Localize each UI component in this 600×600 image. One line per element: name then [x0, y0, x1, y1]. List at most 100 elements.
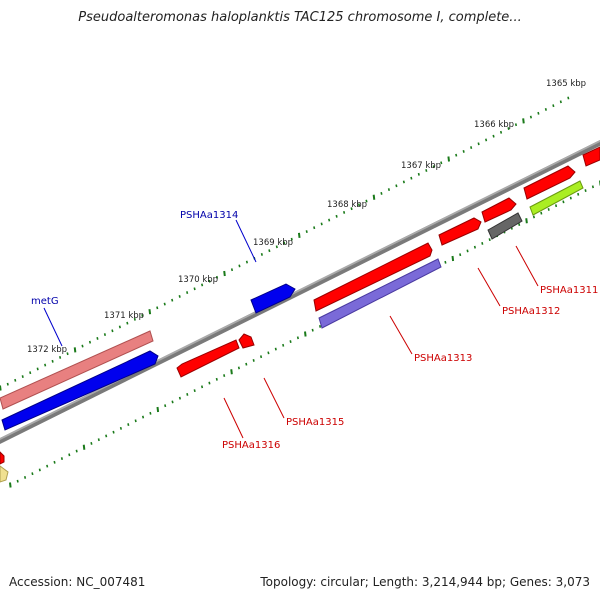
gene-label-PSHAa1316: PSHAa1316: [222, 440, 280, 451]
label-line-PSHAa1316: [223, 397, 244, 439]
minor-tick: [200, 385, 204, 389]
minor-tick: [75, 449, 78, 453]
minor-tick: [268, 249, 271, 253]
minor-tick: [462, 149, 465, 153]
minor-tick: [562, 200, 565, 204]
minor-tick: [186, 392, 189, 396]
minor-tick: [97, 438, 100, 442]
minor-tick: [402, 180, 405, 184]
minor-tick: [417, 172, 420, 176]
minor-tick: [36, 367, 39, 371]
minor-tick: [149, 411, 152, 415]
minor-tick: [507, 127, 510, 130]
minor-tick: [96, 336, 99, 340]
minor-tick: [252, 358, 255, 362]
minor-tick: [328, 218, 331, 222]
gene-PSHAa1316: [176, 339, 240, 378]
minor-tick: [395, 184, 398, 188]
minor-tick: [21, 375, 24, 378]
minor-tick: [178, 294, 181, 298]
minor-tick: [127, 423, 130, 427]
minor-tick: [141, 314, 144, 317]
gene-label-PSHAa1311: PSHAa1311: [540, 285, 598, 296]
minor-tick: [238, 264, 241, 268]
minor-tick: [245, 362, 248, 366]
minor-tick: [105, 434, 108, 438]
gene-reverse-yellow: [0, 465, 9, 483]
minor-tick: [223, 374, 226, 377]
minor-tick: [283, 241, 286, 245]
label-line-PSHAa1315: [263, 377, 285, 419]
major-tick: [156, 406, 160, 413]
tick-label: 1371 kbp: [104, 311, 144, 321]
minor-tick: [532, 215, 536, 219]
minor-tick: [529, 115, 533, 119]
minor-tick: [365, 199, 368, 203]
minor-tick: [134, 419, 137, 423]
gene-forward-blue: [1, 350, 159, 431]
major-tick: [148, 309, 152, 315]
major-tick: [447, 156, 451, 162]
tick-label: 1366 kbp: [474, 120, 514, 130]
gene-PSHAa1313: [318, 258, 442, 329]
minor-tick: [245, 260, 249, 264]
gene-metG: [0, 330, 154, 410]
major-tick: [73, 347, 77, 353]
major-tick: [82, 444, 86, 450]
minor-tick: [133, 317, 136, 321]
minor-tick: [68, 453, 71, 457]
minor-tick: [547, 207, 550, 211]
gene-forward-red: [438, 217, 482, 246]
map-title: Pseudoalteromonas haloplanktis TAC125 ch…: [78, 10, 522, 25]
gene-PSHAa1315: [238, 333, 255, 349]
minor-tick: [274, 347, 277, 351]
minor-tick: [305, 230, 308, 233]
minor-tick: [126, 321, 129, 325]
minor-tick: [215, 377, 218, 381]
minor-tick: [111, 329, 114, 333]
minor-tick: [46, 464, 49, 468]
minor-tick: [208, 279, 211, 283]
minor-tick: [514, 123, 518, 127]
minor-tick: [38, 468, 41, 472]
minor-tick: [481, 241, 484, 245]
minor-tick: [90, 442, 93, 445]
label-line-metG: [43, 307, 63, 347]
minor-tick: [66, 352, 69, 356]
minor-tick: [455, 153, 458, 157]
minor-tick: [410, 176, 413, 180]
label-line-PSHAa1313: [389, 315, 413, 355]
gene-forward-red: [481, 197, 517, 223]
major-tick: [230, 369, 233, 375]
minor-tick: [118, 325, 121, 329]
gene-forward-red: [313, 242, 433, 312]
outer-ruler: [0, 96, 570, 391]
genome-summary-text: Topology: circular; Length: 3,214,944 bp…: [260, 575, 590, 589]
minor-tick: [53, 460, 56, 464]
minor-tick: [440, 161, 443, 165]
minor-tick: [230, 268, 234, 272]
major-tick: [304, 331, 307, 337]
major-tick: [522, 118, 525, 124]
minor-tick: [112, 430, 115, 434]
gene-label-PSHAa1312: PSHAa1312: [502, 306, 560, 317]
minor-tick: [275, 245, 278, 249]
minor-tick: [584, 189, 587, 192]
minor-tick: [432, 165, 435, 169]
minor-tick: [470, 146, 473, 150]
minor-tick: [88, 340, 92, 344]
minor-tick: [518, 223, 521, 226]
minor-tick: [164, 404, 167, 408]
minor-tick: [237, 366, 241, 370]
tick-label: 1367 kbp: [401, 161, 441, 171]
minor-tick: [466, 249, 469, 253]
minor-tick: [81, 344, 84, 348]
minor-tick: [29, 371, 32, 375]
minor-tick: [554, 204, 558, 208]
gene-forward-red: [523, 165, 576, 200]
minor-tick: [425, 169, 428, 172]
minor-tick: [335, 214, 338, 218]
minor-tick: [44, 363, 47, 367]
tick-label: 1372 kbp: [27, 345, 67, 355]
